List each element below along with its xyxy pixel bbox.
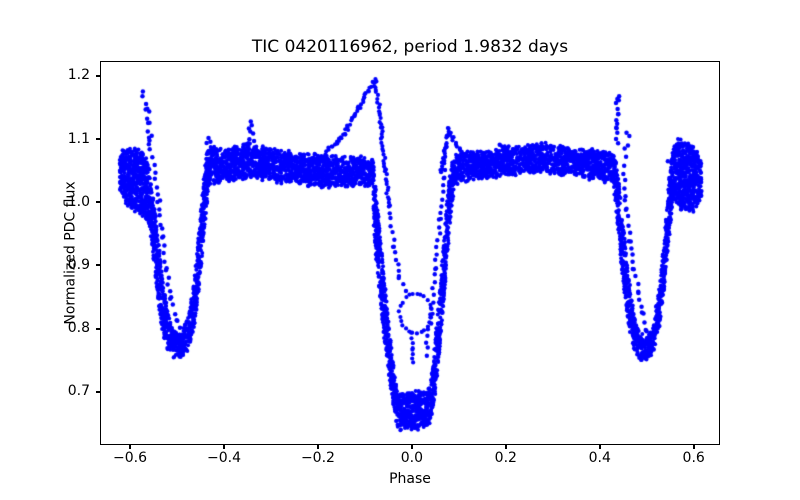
x-tick-mark [692,445,695,449]
x-tick-mark [504,445,507,449]
y-tick-mark [96,327,100,330]
y-tick-label: 0.7 [67,383,90,400]
x-tick-mark [223,445,225,449]
x-tick-mark [316,445,319,449]
y-tick-mark [96,201,100,204]
y-tick-mark [96,264,100,267]
y-tick-mark [96,138,100,141]
y-tick-label: 0.9 [67,256,90,273]
x-tick-label: 0.4 [588,450,611,466]
x-tick-label: 0.2 [494,450,517,466]
y-tick-label: 1.2 [67,67,90,84]
x-tick-label: 0.6 [682,450,705,466]
x-tick-label: −0.2 [300,450,335,466]
x-tick-mark [129,445,132,449]
y-tick-mark [96,390,100,393]
chart-title: TIC 0420116962, period 1.9832 days [251,37,569,57]
x-tick-label: 0.0 [400,450,423,466]
x-tick-mark [598,445,601,449]
y-axis-label-text: Normalized PDC flux [62,181,79,325]
x-tick-label: −0.6 [113,450,148,466]
x-axis-label: Phase [389,471,431,487]
y-tick-label: 1.0 [67,193,90,210]
x-tick-label: −0.4 [207,450,241,466]
y-tick-label: 0.8 [67,320,90,337]
x-tick-mark [410,445,413,449]
y-tick-label: 1.1 [67,130,90,147]
y-tick-mark [96,74,100,77]
